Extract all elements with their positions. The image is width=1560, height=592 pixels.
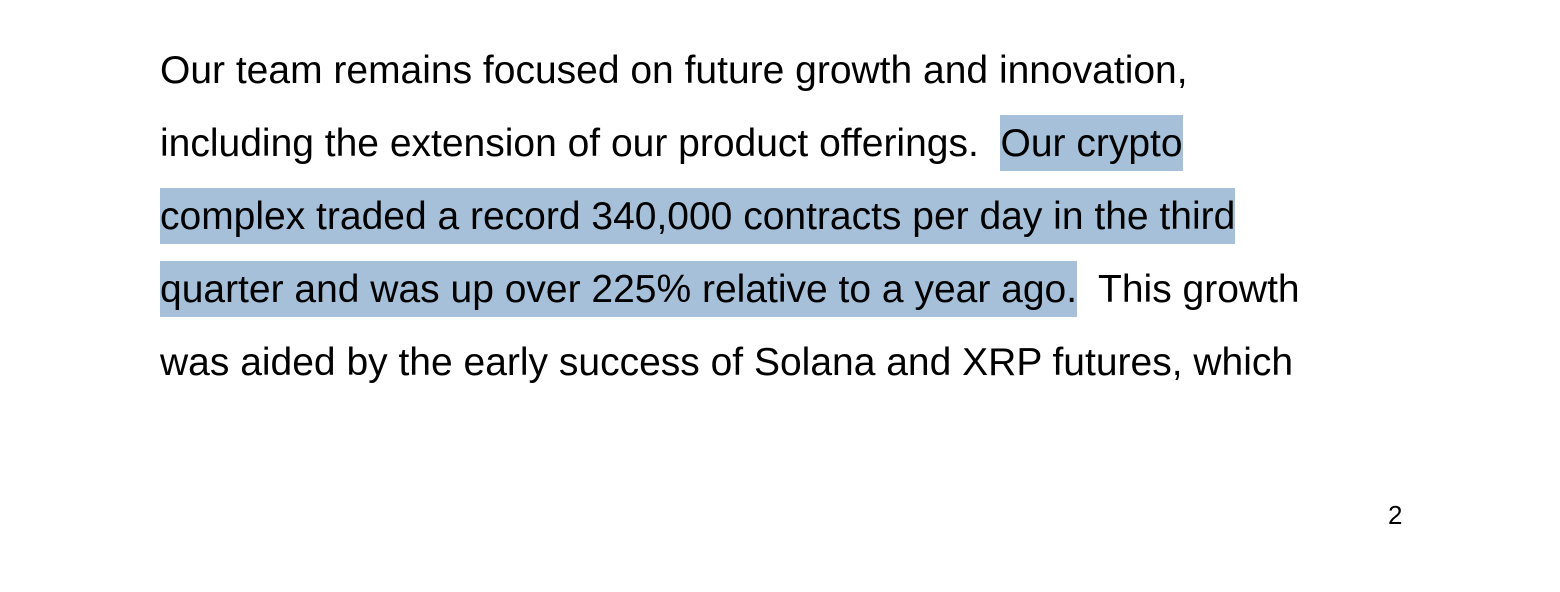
highlighted-text: complex traded a record 340,000 contract… [160, 188, 1236, 244]
text-line: including the extension of our product o… [160, 107, 1300, 180]
highlighted-text: Our crypto [1000, 115, 1183, 171]
page-number: 2 [1388, 500, 1403, 530]
text-line: was aided by the early success of Solana… [160, 326, 1300, 399]
text: Our team remains focused on future growt… [160, 49, 1188, 92]
highlighted-text: quarter and was up over 225% relative to… [160, 261, 1078, 317]
text-line: complex traded a record 340,000 contract… [160, 180, 1300, 253]
text: including the extension of our product o… [160, 122, 1001, 165]
text-line: quarter and was up over 225% relative to… [160, 253, 1300, 326]
text-line: Our team remains focused on future growt… [160, 34, 1300, 107]
text: was aided by the early success of Solana… [160, 341, 1294, 384]
text: This growth [1077, 268, 1300, 311]
paragraph: Our team remains focused on future growt… [160, 34, 1300, 399]
